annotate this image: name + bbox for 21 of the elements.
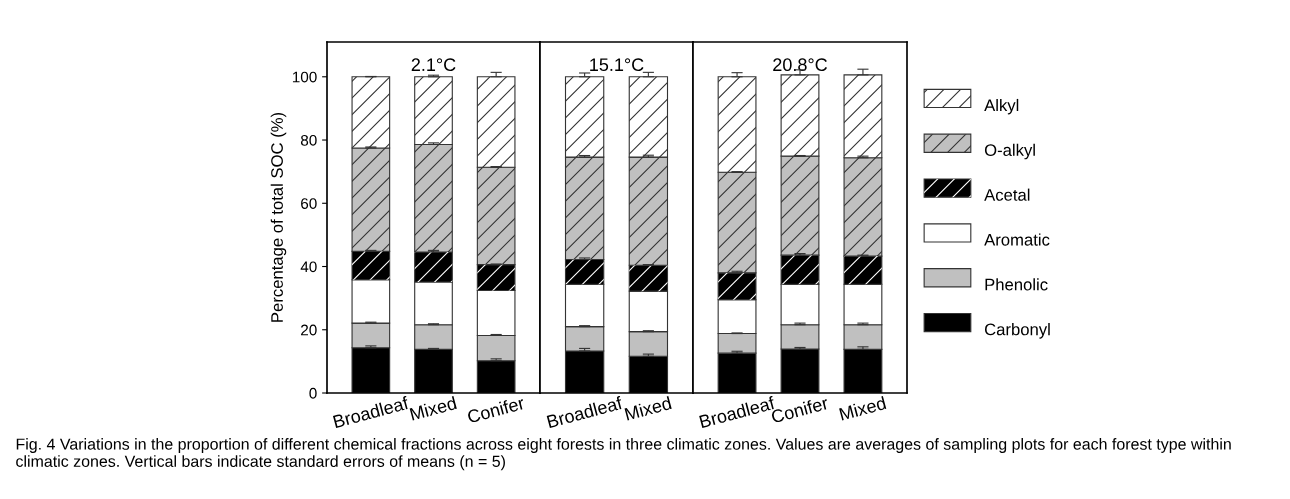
x-tick-label: Mixed (838, 396, 887, 421)
y-tick-label: 20 (301, 324, 317, 336)
legend-label: Alkyl (984, 98, 1019, 115)
caption: Fig. 4 Variations in the proportion of different chemical fractions across eight forests in three climatic zones. Values are averages of sampling plots for each forest type within climatic zones. Vertical bars indicate standard errors of means (n = 5) (16, 438, 1231, 471)
text: 20.8°C (773, 58, 828, 72)
legend-label: Phenolic (985, 278, 1048, 291)
y-tick-label: 100 (292, 71, 317, 83)
x-tick-label: Conifer (466, 395, 526, 424)
x-tick-label: Mixed (624, 396, 672, 421)
legend-label: Carbonyl (984, 323, 1050, 339)
legend-label: Acetal (984, 188, 1030, 201)
y-axis-title: Percentage of total SOC (%) (270, 112, 287, 322)
y-tick-label: 0 (309, 387, 317, 399)
x-tick-label: Mixed (409, 396, 457, 421)
y-tick-label: 40 (300, 261, 317, 273)
legend-label: Aromatic (984, 233, 1050, 246)
text: 15.1°C (590, 58, 644, 72)
legend-label: O-alkyl (984, 143, 1035, 160)
y-tick-label: 80 (300, 134, 317, 146)
text: 2.1°C (411, 58, 456, 72)
y-tick-label: 60 (301, 198, 317, 209)
